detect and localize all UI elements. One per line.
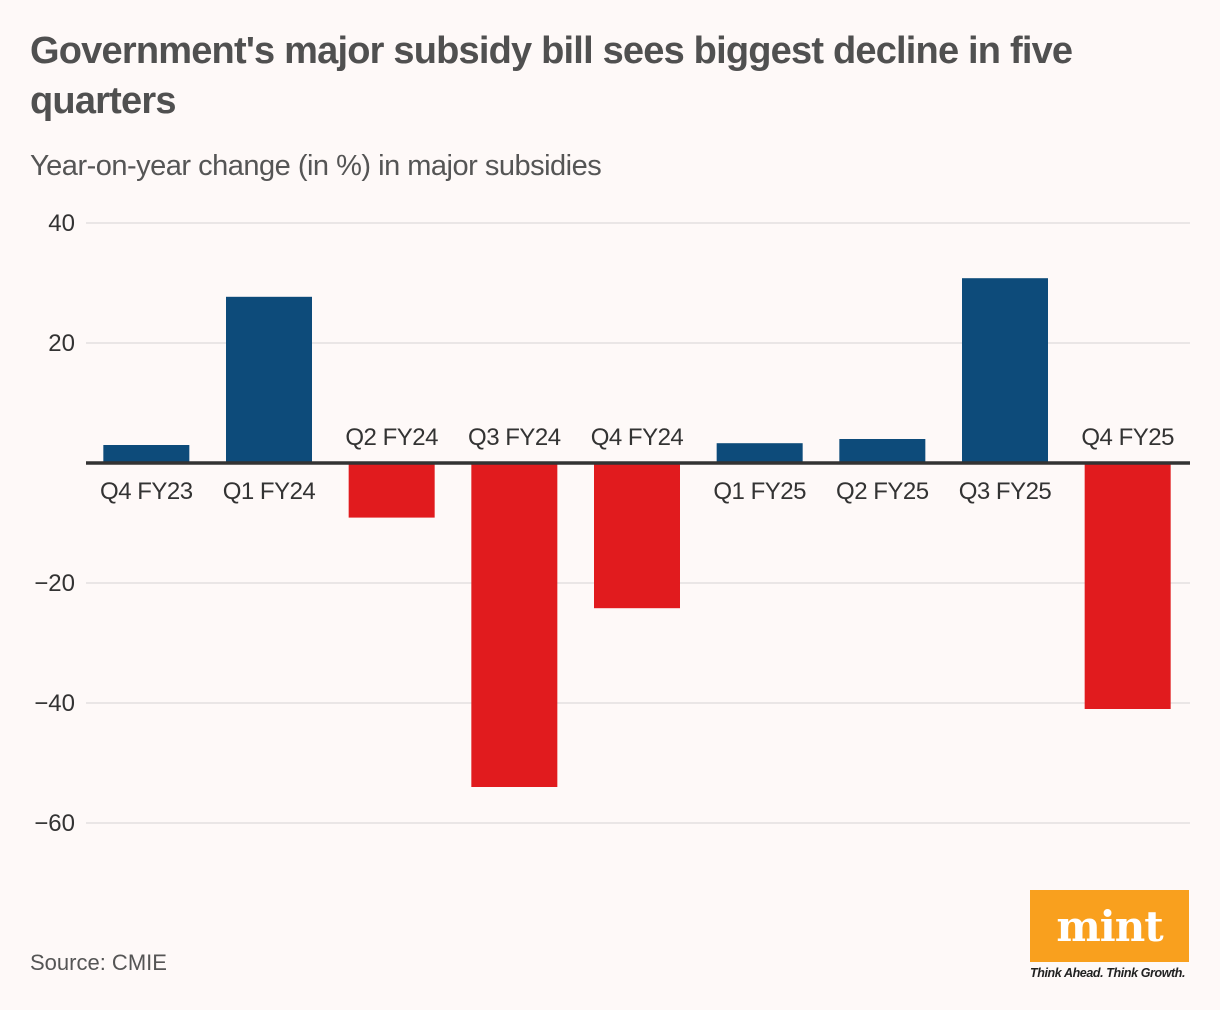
x-category-label: Q1 FY25 bbox=[713, 478, 806, 505]
source-note: Source: CMIE bbox=[30, 950, 167, 975]
y-tick-label: 20 bbox=[48, 330, 75, 357]
bar-q4-fy23 bbox=[103, 445, 190, 463]
bar-q4-fy25 bbox=[1084, 463, 1171, 709]
x-category-label: Q3 FY24 bbox=[468, 424, 561, 451]
mint-logo: mint bbox=[1030, 890, 1189, 962]
x-category-label: Q2 FY24 bbox=[345, 424, 438, 451]
bar-q2-fy25 bbox=[839, 439, 926, 463]
bar-q1-fy24 bbox=[226, 296, 312, 463]
x-category-label: Q3 FY25 bbox=[959, 478, 1052, 505]
x-category-label: Q2 FY25 bbox=[836, 478, 929, 505]
x-category-label: Q4 FY23 bbox=[100, 478, 193, 505]
y-tick-label: 40 bbox=[48, 210, 75, 237]
y-tick-label: −60 bbox=[34, 810, 75, 837]
logo-tagline: Think Ahead. Think Growth. bbox=[1030, 966, 1186, 980]
chart-title: Government's major subsidy bill sees big… bbox=[30, 30, 1073, 122]
x-category-label: Q1 FY24 bbox=[223, 478, 316, 505]
bar-q1-fy25 bbox=[716, 443, 803, 463]
y-tick-label: −20 bbox=[34, 570, 75, 597]
bar-q4-fy24 bbox=[594, 463, 680, 609]
bar-q3-fy24 bbox=[471, 463, 558, 787]
x-category-label: Q4 FY25 bbox=[1081, 424, 1174, 451]
bars bbox=[103, 278, 1171, 787]
category-labels: Q4 FY23 Q1 FY24 Q2 FY24 Q3 FY24 Q4 FY24 Q1 FY… bbox=[100, 424, 1175, 505]
bar-q2-fy24 bbox=[348, 463, 435, 518]
chart-subtitle: Year-on-year change (in %) in major subs… bbox=[30, 150, 602, 182]
x-category-label: Q4 FY24 bbox=[591, 424, 684, 451]
logo-text: mint bbox=[1056, 901, 1163, 951]
bar-q3-fy25 bbox=[962, 278, 1048, 463]
y-tick-label: −40 bbox=[34, 690, 75, 717]
